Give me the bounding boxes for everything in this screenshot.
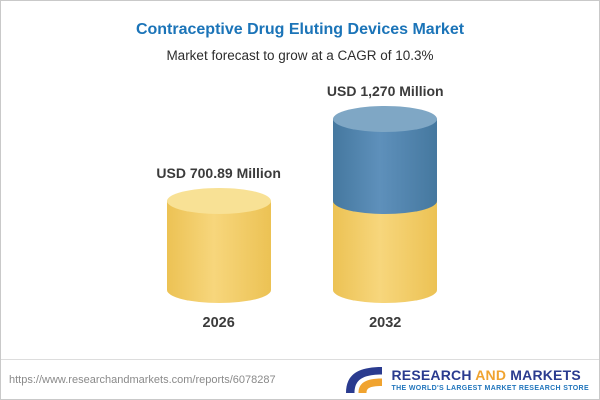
report-url-text: https://www.researchandmarkets.com/repor… [9, 373, 276, 386]
research-and-markets-logo: RESEARCH AND MARKETS THE WORLD'S LARGEST… [344, 365, 589, 395]
value-label-2032: USD 1,270 Million [326, 82, 444, 99]
chart-header: Contraceptive Drug Eluting Devices Marke… [1, 1, 599, 63]
cylinder-2032-growth-segment [333, 105, 438, 215]
logo-word-markets: MARKETS [510, 367, 581, 383]
logo-text-block: RESEARCH AND MARKETS THE WORLD'S LARGEST… [391, 367, 589, 392]
cylinder-2026-segment [166, 188, 271, 303]
chart-subtitle: Market forecast to grow at a CAGR of 10.… [166, 48, 434, 63]
logo-tagline: THE WORLD'S LARGEST MARKET RESEARCH STOR… [391, 385, 589, 392]
logo-word-and: AND [475, 367, 507, 383]
cylinder-2026 [166, 188, 271, 303]
category-label-2032: 2032 [369, 315, 402, 331]
bar-group-2032: USD 1,270 Million 2032 [327, 83, 444, 331]
cylinder-2032 [333, 105, 438, 303]
value-label-2026: USD 700.89 Million [156, 165, 281, 182]
footer-bar: https://www.researchandmarkets.com/repor… [1, 359, 599, 399]
chart-title: Contraceptive Drug Eluting Devices Marke… [135, 21, 465, 38]
category-label-2026: 2026 [202, 315, 235, 331]
logo-word-research: RESEARCH [391, 367, 472, 383]
bar-group-2026: USD 700.89 Million 2026 [156, 165, 280, 331]
cylinder-2032-top-cap [333, 105, 438, 132]
research-and-markets-logo-icon [346, 366, 383, 393]
cylinder-bar-chart: USD 700.89 Million 2026 USD 1,270 Millio… [1, 63, 599, 331]
cylinder-2026-top-cap [166, 188, 271, 215]
cylinder-2032-base-segment [333, 201, 438, 303]
logo-wordmark: RESEARCH AND MARKETS [391, 367, 580, 383]
